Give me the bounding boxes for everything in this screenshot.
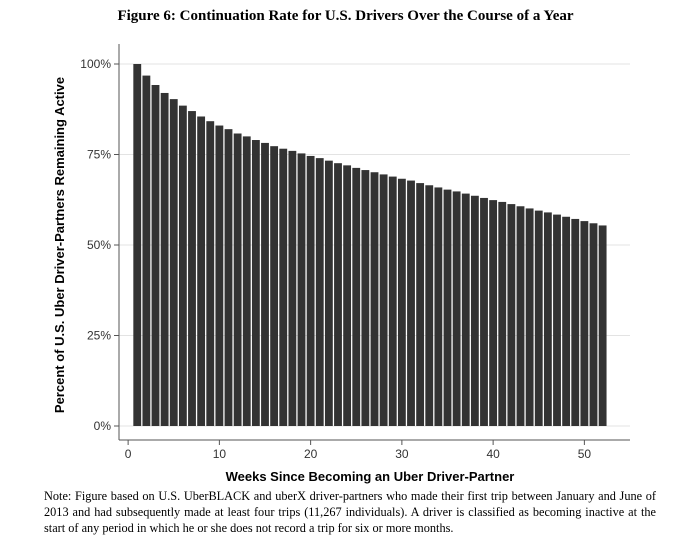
bar-week-12 (233, 133, 242, 426)
bar-week-29 (388, 176, 397, 426)
y-tick-label: 100% (80, 57, 111, 71)
y-tick-label: 0% (94, 419, 112, 433)
bar-week-51 (589, 223, 598, 426)
bar-week-14 (251, 140, 260, 426)
bar-week-44 (525, 208, 534, 426)
bar-week-8 (197, 116, 206, 427)
bar-week-26 (361, 170, 370, 426)
bar-week-49 (571, 218, 580, 426)
bar-week-39 (480, 197, 488, 426)
bar-week-42 (507, 204, 516, 426)
bar-week-48 (562, 216, 571, 426)
bar-week-13 (242, 136, 251, 426)
bar-week-35 (443, 189, 452, 426)
bar-week-37 (461, 193, 470, 426)
bar-week-5 (169, 99, 178, 426)
bar-week-50 (580, 221, 589, 426)
bar-week-3 (151, 84, 160, 426)
bar-week-43 (516, 206, 525, 426)
axes-layer: 0% 25% 50% 75% 100% 0 10 20 30 40 50 (80, 44, 630, 461)
bar-week-19 (297, 153, 306, 426)
bars-layer (133, 64, 607, 427)
x-tick-label: 40 (486, 447, 500, 461)
bar-week-17 (279, 148, 288, 426)
bar-week-11 (224, 129, 233, 426)
x-tick-label: 10 (213, 447, 227, 461)
bar-week-47 (553, 214, 561, 426)
bar-week-6 (178, 105, 187, 426)
bar-week-7 (188, 111, 196, 426)
x-tick-label: 20 (304, 447, 318, 461)
bar-week-2 (142, 75, 151, 427)
x-axis-label: Weeks Since Becoming an Uber Driver-Part… (226, 469, 515, 484)
bar-week-32 (416, 183, 425, 426)
bar-week-18 (288, 150, 297, 426)
bar-week-21 (315, 158, 324, 426)
continuation-rate-chart: 0% 25% 50% 75% 100% 0 10 20 30 40 50 Weeks Since B… (52, 44, 630, 484)
bar-week-16 (270, 146, 279, 426)
bar-week-45 (534, 210, 543, 426)
bar-week-9 (206, 121, 215, 427)
y-axis-label: Percent of U.S. Uber Driver-Partners Rem… (52, 77, 67, 413)
bar-week-1 (133, 64, 142, 426)
figure-title: Figure 6: Continuation Rate for U.S. Dri… (117, 8, 574, 24)
bar-week-28 (379, 174, 388, 426)
x-tick-label: 30 (395, 447, 409, 461)
y-tick-label: 25% (87, 329, 111, 343)
bar-week-10 (215, 125, 224, 426)
y-tick-label: 50% (87, 238, 111, 252)
bar-week-41 (498, 201, 507, 426)
y-tick-label: 75% (87, 148, 111, 162)
bar-week-40 (489, 200, 498, 426)
bar-week-27 (370, 172, 379, 426)
bar-week-30 (397, 178, 406, 426)
bar-week-25 (352, 167, 361, 427)
bar-week-23 (334, 163, 342, 427)
x-tick-label: 0 (125, 447, 132, 461)
bar-week-4 (160, 92, 169, 427)
bar-week-38 (470, 195, 479, 426)
bar-week-33 (425, 185, 434, 426)
bar-week-24 (343, 165, 352, 427)
bar-week-31 (407, 180, 415, 426)
bar-week-46 (543, 212, 552, 426)
bar-week-36 (452, 191, 461, 426)
bar-week-15 (261, 142, 269, 426)
figure-note: Note: Figure based on U.S. UberBLACK and… (44, 489, 656, 535)
bar-week-20 (306, 155, 315, 426)
bar-week-22 (324, 160, 333, 427)
x-tick-label: 50 (578, 447, 592, 461)
bar-week-34 (434, 187, 443, 426)
bar-week-52 (598, 225, 607, 426)
